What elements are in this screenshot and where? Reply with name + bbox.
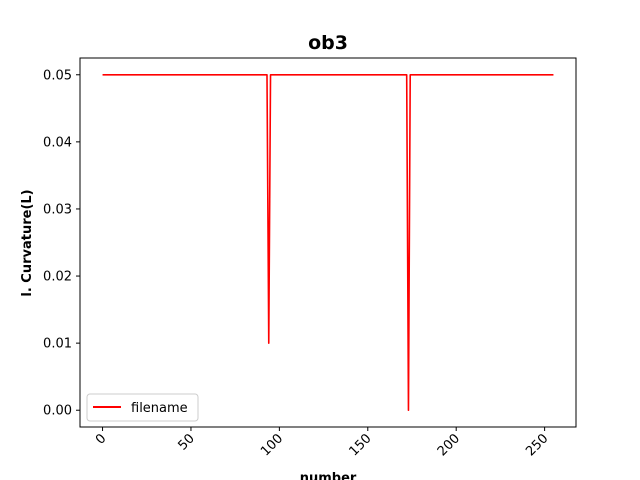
x-tick-label: 250: [523, 431, 551, 459]
plot-frame: [79, 57, 577, 428]
y-axis: 0.00 0.01 0.02 0.03 0.04 0.05: [43, 68, 80, 419]
y-tick-label: 0.00: [43, 404, 72, 419]
legend-box: [86, 393, 199, 422]
y-tick-label: 0.03: [43, 202, 72, 217]
y-axis-label: l. Curvature(L): [20, 189, 35, 296]
series-layer: [102, 73, 554, 412]
x-axis-label: number: [300, 471, 357, 480]
x-tick-label: 0: [93, 431, 109, 447]
y-tick-label: 0.02: [43, 270, 72, 285]
x-axis: 0 50 100 150 200 250: [93, 427, 551, 459]
legend: filename: [86, 393, 199, 422]
legend-label: filename: [131, 401, 188, 416]
y-tick-label: 0.05: [43, 68, 72, 83]
y-tick-label: 0.04: [43, 135, 72, 150]
y-tick-label: 0.01: [43, 337, 72, 352]
plot-area: [79, 57, 577, 428]
chart-title: ob3: [308, 32, 348, 54]
x-tick-label: 100: [258, 431, 286, 459]
series-line: [102, 73, 554, 412]
x-tick-label: 150: [346, 431, 374, 459]
x-tick-label: 200: [435, 431, 463, 459]
x-tick-label: 50: [175, 431, 197, 453]
